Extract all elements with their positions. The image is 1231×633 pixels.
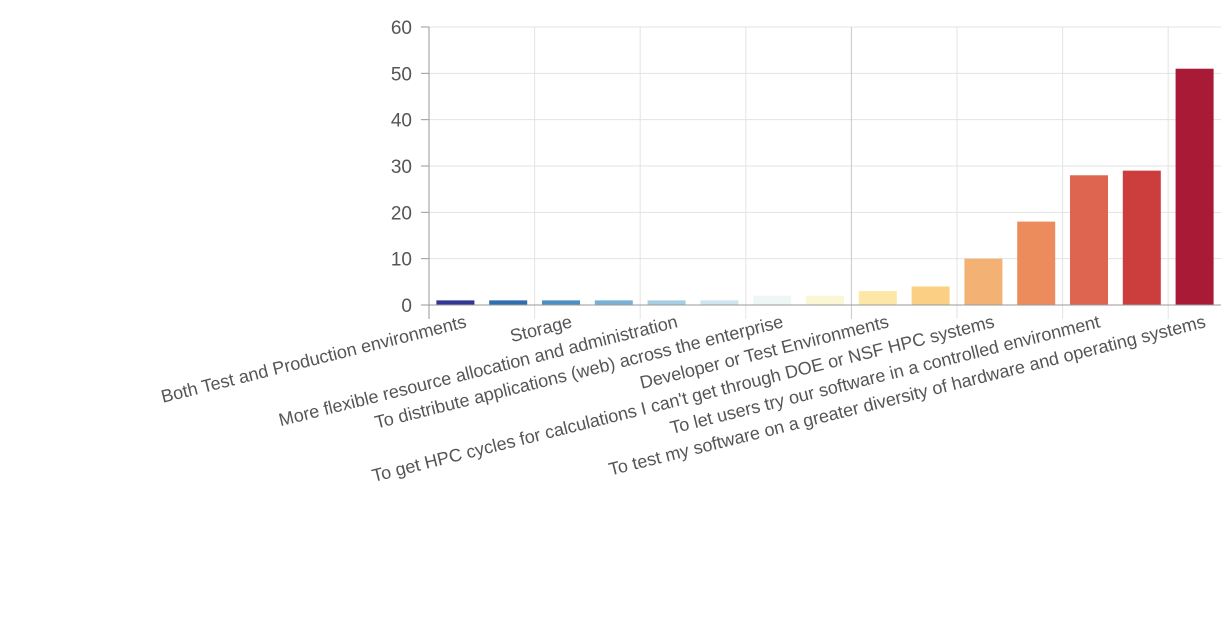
bar — [1175, 68, 1214, 305]
bar — [805, 295, 845, 305]
axes — [428, 27, 1221, 319]
y-tick-label: 30 — [391, 157, 412, 178]
bar — [436, 300, 475, 305]
x-tick-labels: Both Test and Production environments Sto… — [159, 311, 1208, 485]
bar — [541, 300, 581, 305]
y-tick-labels: 0 10 20 30 40 50 60 — [391, 18, 412, 317]
gridlines — [421, 26, 1221, 319]
y-tick-label: 0 — [401, 296, 412, 317]
y-tick-label: 50 — [391, 64, 412, 85]
y-tick-label: 40 — [391, 111, 412, 132]
bar — [858, 291, 897, 305]
bar — [700, 300, 739, 305]
bar — [594, 300, 633, 305]
bar — [647, 300, 686, 305]
bar — [1017, 221, 1056, 305]
bars — [436, 68, 1214, 305]
y-tick-label: 60 — [391, 18, 412, 39]
bar — [489, 300, 528, 305]
y-tick-label: 10 — [391, 250, 412, 271]
bar — [1122, 170, 1161, 305]
bar — [753, 295, 792, 305]
y-tick-label: 20 — [391, 203, 412, 224]
bar — [1069, 175, 1109, 305]
bar — [964, 258, 1003, 305]
bar — [911, 286, 950, 305]
